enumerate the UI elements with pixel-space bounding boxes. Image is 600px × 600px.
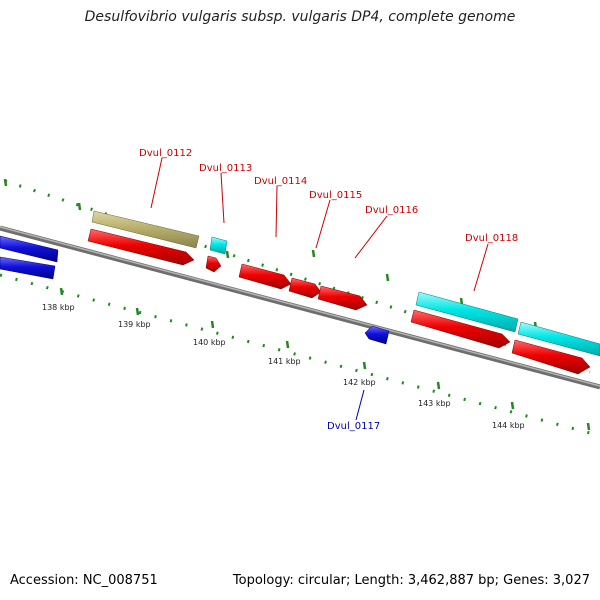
gene-red-dvul-0118-b bbox=[511, 339, 591, 375]
gene-features bbox=[0, 210, 600, 375]
scale-label: 144 kbp bbox=[492, 421, 525, 430]
backbone bbox=[0, 225, 600, 390]
gene-red-dvul-0112 bbox=[87, 228, 195, 266]
scale-label: 140 kbp bbox=[193, 338, 226, 347]
gene-label: Dvul_0112 bbox=[139, 148, 192, 159]
gene-cyan-dvul-0113 bbox=[209, 236, 228, 255]
gene-label: Dvul_0115 bbox=[309, 190, 362, 201]
gene-blue-left-lower bbox=[0, 256, 56, 280]
inner-tick-dots bbox=[0, 273, 591, 435]
gene-red-dvul-0115 bbox=[288, 277, 322, 299]
gene-blue-left-upper bbox=[0, 235, 59, 263]
scale-label: 141 kbp bbox=[268, 357, 301, 366]
label-leaders bbox=[150, 157, 489, 292]
gene-label: Dvul_0117 bbox=[327, 421, 380, 432]
gene-cyan-dvul-0118-a bbox=[415, 291, 519, 333]
topology-summary-text: Topology: circular; Length: 3,462,887 bp… bbox=[232, 573, 590, 588]
gene-red-dvul-0118-a bbox=[410, 309, 511, 349]
scale-labels: 138 kbp 139 kbp 140 kbp 141 kbp 142 kbp … bbox=[42, 303, 525, 430]
scale-label: 143 kbp bbox=[418, 399, 451, 408]
scale-label: 138 kbp bbox=[42, 303, 75, 312]
inner-tick-ring bbox=[0, 273, 591, 435]
gene-red-dvul-0113 bbox=[205, 255, 222, 273]
scale-label: 142 kbp bbox=[343, 378, 376, 387]
gene-label: Dvul_0118 bbox=[465, 233, 518, 244]
map-title: Desulfovibrio vulgaris subsp. vulgaris D… bbox=[84, 9, 516, 25]
inner-major-ticks bbox=[59, 287, 591, 431]
gene-label: Dvul_0116 bbox=[365, 205, 418, 216]
accession-text: Accession: NC_008751 bbox=[10, 573, 158, 588]
gene-red-dvul-0116 bbox=[317, 285, 368, 311]
scale-label: 139 kbp bbox=[118, 320, 151, 329]
gene-tan-dvul-0112 bbox=[91, 210, 200, 249]
gene-red-dvul-0114 bbox=[238, 263, 292, 290]
gene-blue-dvul-0117 bbox=[364, 325, 390, 345]
label-leader-dvul-0117 bbox=[355, 389, 365, 421]
gene-label: Dvul_0113 bbox=[199, 163, 252, 174]
gene-cyan-dvul-0118-b bbox=[517, 321, 600, 357]
gene-labels: Dvul_0112 Dvul_0113 Dvul_0114 Dvul_0115 … bbox=[139, 148, 518, 244]
gene-label: Dvul_0114 bbox=[254, 176, 307, 187]
